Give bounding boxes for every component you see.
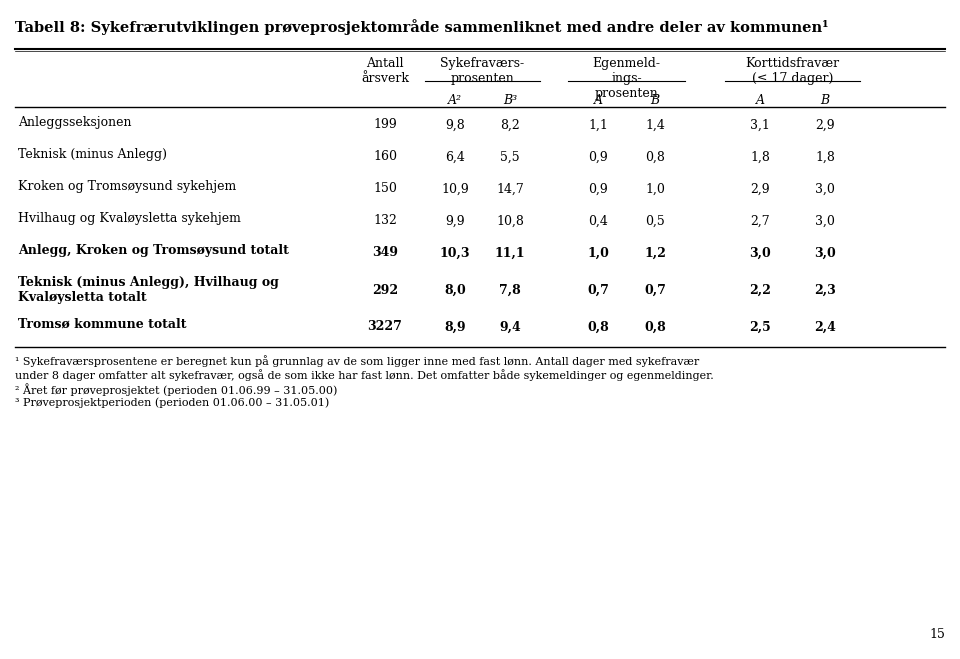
Text: 2,7: 2,7 [750, 214, 770, 227]
Text: ¹ Sykefraværsprosentene er beregnet kun på grunnlag av de som ligger inne med fa: ¹ Sykefraværsprosentene er beregnet kun … [15, 355, 699, 367]
Text: 199: 199 [373, 119, 396, 132]
Text: Teknisk (minus Anlegg), Hvilhaug og
Kvaløysletta totalt: Teknisk (minus Anlegg), Hvilhaug og Kval… [18, 276, 278, 304]
Text: 1,8: 1,8 [815, 150, 835, 163]
Text: 292: 292 [372, 283, 398, 297]
Text: 10,8: 10,8 [496, 214, 524, 227]
Text: Tromsø kommune totalt: Tromsø kommune totalt [18, 318, 186, 331]
Text: B: B [651, 94, 660, 107]
Text: ² Året før prøveprosjektet (perioden 01.06.99 – 31.05.00): ² Året før prøveprosjektet (perioden 01.… [15, 383, 337, 396]
Text: 7,8: 7,8 [499, 283, 521, 297]
Text: B³: B³ [503, 94, 517, 107]
Text: A: A [593, 94, 603, 107]
Text: B: B [821, 94, 829, 107]
Text: 11,1: 11,1 [494, 246, 525, 260]
Text: 150: 150 [373, 183, 396, 196]
Text: 5,5: 5,5 [500, 150, 519, 163]
Text: 2,9: 2,9 [750, 183, 770, 196]
Text: 3,0: 3,0 [815, 183, 835, 196]
Text: 9,4: 9,4 [499, 320, 521, 333]
Text: ³ Prøveprosjektperioden (perioden 01.06.00 – 31.05.01): ³ Prøveprosjektperioden (perioden 01.06.… [15, 397, 329, 407]
Text: 10,3: 10,3 [440, 246, 470, 260]
Text: Tabell 8: Sykefrærutviklingen prøveprosjektområde sammenliknet med andre deler a: Tabell 8: Sykefrærutviklingen prøveprosj… [15, 19, 828, 35]
Text: 0,8: 0,8 [645, 150, 665, 163]
Text: 0,9: 0,9 [588, 183, 608, 196]
Text: 3227: 3227 [368, 320, 402, 333]
Text: 15: 15 [929, 628, 945, 641]
Text: 132: 132 [373, 214, 396, 227]
Text: 8,2: 8,2 [500, 119, 520, 132]
Text: 0,8: 0,8 [588, 320, 609, 333]
Text: 3,0: 3,0 [749, 246, 771, 260]
Text: Egenmeld-
ings-
prosenten: Egenmeld- ings- prosenten [592, 57, 660, 100]
Text: A: A [756, 94, 764, 107]
Text: Anlegg, Kroken og Tromsøysund totalt: Anlegg, Kroken og Tromsøysund totalt [18, 244, 289, 257]
Text: Sykefraværs-
prosenten: Sykefraværs- prosenten [441, 57, 524, 85]
Text: Antall
årsverk: Antall årsverk [361, 57, 409, 85]
Text: Korttidsfravær
(≤ 17 dager): Korttidsfravær (≤ 17 dager) [745, 57, 840, 85]
Text: 2,5: 2,5 [749, 320, 771, 333]
Text: 9,8: 9,8 [445, 119, 465, 132]
Text: 2,4: 2,4 [814, 320, 836, 333]
Text: 0,7: 0,7 [588, 283, 609, 297]
Text: Anleggsseksjonen: Anleggsseksjonen [18, 116, 132, 129]
Text: 3,0: 3,0 [814, 246, 836, 260]
Text: 349: 349 [372, 246, 398, 260]
Text: 8,0: 8,0 [444, 283, 466, 297]
Text: 2,2: 2,2 [749, 283, 771, 297]
Text: 0,4: 0,4 [588, 214, 608, 227]
Text: 0,7: 0,7 [644, 283, 666, 297]
Text: 3,1: 3,1 [750, 119, 770, 132]
Text: 8,9: 8,9 [444, 320, 466, 333]
Text: 2,3: 2,3 [814, 283, 836, 297]
Text: 1,8: 1,8 [750, 150, 770, 163]
Text: 0,8: 0,8 [644, 320, 666, 333]
Text: 6,4: 6,4 [445, 150, 465, 163]
Text: 1,4: 1,4 [645, 119, 665, 132]
Text: 160: 160 [373, 150, 397, 163]
Text: Teknisk (minus Anlegg): Teknisk (minus Anlegg) [18, 148, 167, 161]
Text: 2,9: 2,9 [815, 119, 835, 132]
Text: 1,0: 1,0 [588, 246, 609, 260]
Text: 10,9: 10,9 [442, 183, 468, 196]
Text: 1,0: 1,0 [645, 183, 665, 196]
Text: 1,2: 1,2 [644, 246, 666, 260]
Text: 9,9: 9,9 [445, 214, 465, 227]
Text: Hvilhaug og Kvaløysletta sykehjem: Hvilhaug og Kvaløysletta sykehjem [18, 212, 241, 225]
Text: Kroken og Tromsøysund sykehjem: Kroken og Tromsøysund sykehjem [18, 180, 236, 193]
Text: 1,1: 1,1 [588, 119, 608, 132]
Text: A²: A² [448, 94, 462, 107]
Text: 0,5: 0,5 [645, 214, 665, 227]
Text: 3,0: 3,0 [815, 214, 835, 227]
Text: 14,7: 14,7 [496, 183, 524, 196]
Text: 0,9: 0,9 [588, 150, 608, 163]
Text: under 8 dager omfatter alt sykefravær, også de som ikke har fast lønn. Det omfat: under 8 dager omfatter alt sykefravær, o… [15, 369, 713, 381]
